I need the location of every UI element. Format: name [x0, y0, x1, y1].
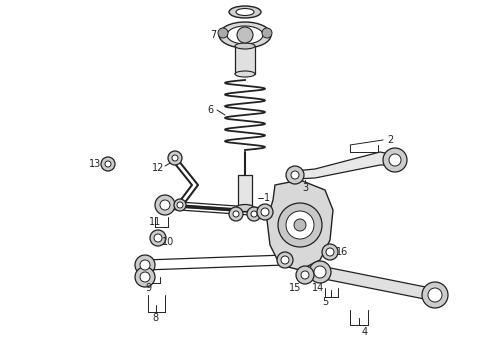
Text: 14: 14 [312, 283, 324, 293]
Circle shape [383, 148, 407, 172]
Circle shape [314, 266, 326, 278]
Circle shape [262, 28, 272, 38]
Polygon shape [267, 180, 333, 270]
Polygon shape [238, 175, 252, 208]
Circle shape [168, 151, 182, 165]
Circle shape [135, 267, 155, 287]
Polygon shape [319, 266, 436, 301]
Circle shape [277, 252, 293, 268]
Circle shape [281, 256, 289, 264]
Circle shape [322, 244, 338, 260]
Circle shape [160, 200, 170, 210]
Circle shape [237, 27, 253, 43]
Circle shape [428, 288, 442, 302]
Circle shape [174, 199, 186, 211]
Text: 5: 5 [322, 297, 328, 307]
Text: 16: 16 [336, 247, 348, 257]
Circle shape [155, 195, 175, 215]
Circle shape [291, 171, 299, 179]
Text: 4: 4 [362, 327, 368, 337]
Circle shape [218, 28, 228, 38]
Polygon shape [235, 46, 255, 74]
Circle shape [172, 155, 178, 161]
Polygon shape [295, 152, 395, 179]
Text: 8: 8 [152, 313, 158, 323]
Circle shape [101, 157, 115, 171]
Text: 7: 7 [210, 30, 216, 40]
Circle shape [233, 211, 239, 217]
Circle shape [229, 207, 243, 221]
Text: 6: 6 [207, 105, 213, 115]
Circle shape [326, 248, 334, 256]
Text: 2: 2 [387, 135, 393, 145]
Circle shape [140, 260, 150, 270]
Ellipse shape [227, 26, 263, 44]
Circle shape [309, 261, 331, 283]
Circle shape [247, 207, 261, 221]
Circle shape [422, 282, 448, 308]
Text: 12: 12 [152, 163, 164, 173]
Circle shape [150, 230, 166, 246]
Circle shape [296, 266, 314, 284]
Circle shape [278, 203, 322, 247]
Circle shape [389, 154, 401, 166]
Ellipse shape [219, 22, 271, 48]
Text: 15: 15 [289, 283, 301, 293]
Text: 13: 13 [89, 159, 101, 169]
Ellipse shape [236, 204, 254, 212]
Circle shape [154, 234, 162, 242]
Circle shape [105, 161, 111, 167]
Ellipse shape [236, 9, 254, 15]
Circle shape [135, 255, 155, 275]
Circle shape [286, 211, 314, 239]
Text: 1: 1 [264, 193, 270, 203]
Ellipse shape [229, 6, 261, 18]
Circle shape [301, 271, 309, 279]
Ellipse shape [235, 71, 255, 77]
Ellipse shape [235, 43, 255, 49]
Circle shape [251, 211, 257, 217]
Circle shape [294, 219, 306, 231]
Text: 10: 10 [162, 237, 174, 247]
Text: 3: 3 [302, 183, 308, 193]
Circle shape [261, 208, 269, 216]
Circle shape [140, 272, 150, 282]
Text: 9: 9 [145, 283, 151, 293]
Circle shape [257, 204, 273, 220]
Circle shape [286, 166, 304, 184]
Circle shape [177, 202, 183, 208]
Text: 11: 11 [149, 217, 161, 227]
